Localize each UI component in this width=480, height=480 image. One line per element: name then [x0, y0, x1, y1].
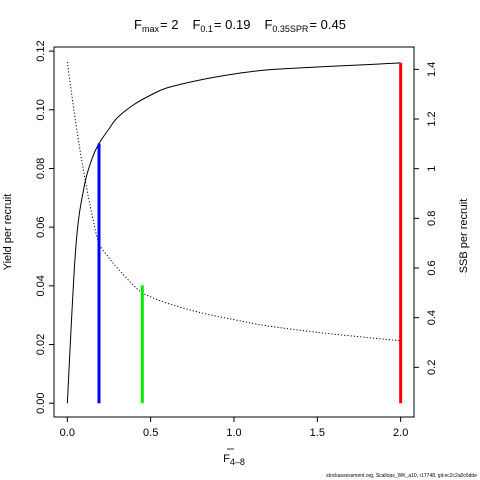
y-right-tick-label: 0.8 — [426, 211, 438, 226]
title-fmax-value: = 2 — [160, 17, 178, 32]
y-axis-left: 0.00 0.02 0.04 0.06 0.08 0.10 0.12 — [35, 40, 54, 414]
chart-title: Fmax= 2 F0.1= 0.19 F0.35SPR= 0.45 — [134, 17, 346, 34]
x-tick-label: 1.5 — [310, 427, 325, 439]
series-group — [66, 61, 401, 404]
x-axis-label-sub: 4–8 — [230, 457, 245, 467]
y-right-tick-label: 1.2 — [426, 111, 438, 126]
y-axis-left-label: Yield per recruit — [2, 194, 14, 271]
x-tick-label: 2.0 — [393, 427, 408, 439]
y-left-tick-label: 0.04 — [35, 275, 47, 296]
y-axis-right-label: SSB per recruit — [458, 199, 470, 274]
title-f01-label: F — [192, 17, 200, 32]
y-right-tick-label: 1 — [426, 166, 438, 172]
y-left-tick-label: 0.10 — [35, 99, 47, 120]
x-axis-label-main: F — [223, 453, 230, 465]
ssb-per-recruit-line — [66, 61, 401, 342]
title-fmax-sub: max — [142, 24, 160, 34]
title-fspr-value: = 0.45 — [309, 17, 346, 32]
y-left-tick-label: 0.08 — [35, 158, 47, 179]
y-right-tick-label: 0.4 — [426, 310, 438, 325]
title-fspr-label: F — [264, 17, 272, 32]
x-tick-label: 0.5 — [143, 427, 158, 439]
y-right-tick-label: 0.6 — [426, 260, 438, 275]
x-tick-label: 0.0 — [60, 427, 75, 439]
y-right-tick-label: 1.4 — [426, 62, 438, 77]
x-tick-label: 1.0 — [226, 427, 241, 439]
footer-caption: stockassessment.org, Scallops_WK_a10, r1… — [326, 473, 477, 479]
y-left-tick-label: 0.06 — [35, 216, 47, 237]
y-left-tick-label: 0.12 — [35, 40, 47, 61]
title-f01-value: = 0.19 — [214, 17, 251, 32]
x-axis-label: F4–8 — [223, 453, 245, 467]
reference-lines — [97, 62, 403, 404]
title-fmax-label: F — [134, 17, 142, 32]
y-left-tick-label: 0.00 — [35, 392, 47, 413]
y-left-tick-label: 0.02 — [35, 334, 47, 355]
plot-frame — [53, 46, 415, 418]
title-f01-sub: 0.1 — [200, 24, 213, 34]
yield-per-recruit-line — [66, 62, 401, 404]
x-axis: 0.0 0.5 1.0 1.5 2.0 — [60, 417, 408, 439]
y-axis-right: 0.2 0.4 0.6 0.8 1 1.2 1.4 — [414, 62, 438, 375]
title-fspr-sub: 0.35SPR — [272, 24, 309, 34]
y-right-tick-label: 0.2 — [426, 360, 438, 375]
